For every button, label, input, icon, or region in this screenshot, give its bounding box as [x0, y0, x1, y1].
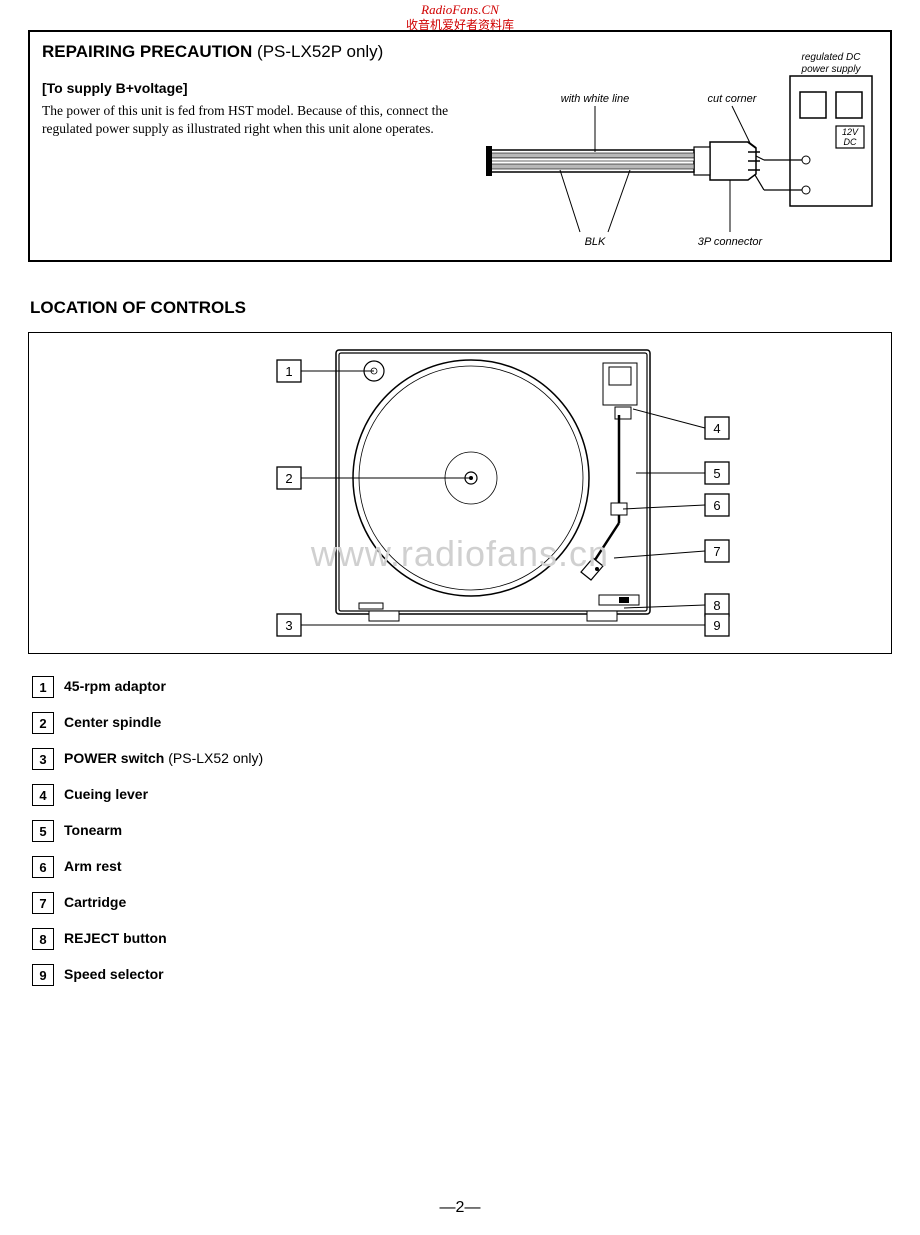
svg-text:3: 3 [285, 618, 292, 633]
control-item: 9 Speed selector [32, 964, 892, 986]
control-number: 8 [32, 928, 54, 950]
precaution-box: REPAIRING PRECAUTION (PS-LX52P only) [To… [28, 30, 892, 262]
control-item: 3 POWER switch (PS-LX52 only) [32, 748, 892, 770]
precaution-title-bold: REPAIRING PRECAUTION [42, 42, 252, 61]
control-number: 5 [32, 820, 54, 842]
control-item: 5 Tonearm [32, 820, 892, 842]
control-item: 7 Cartridge [32, 892, 892, 914]
control-item: 6 Arm rest [32, 856, 892, 878]
turntable-diagram: 1 2 3 4 5 6 7 8 9 [29, 333, 889, 653]
control-number: 4 [32, 784, 54, 806]
location-diagram-box: 123456789 www.radiofans.cn [28, 332, 892, 654]
page-number: —2— [440, 1199, 481, 1217]
svg-text:8: 8 [713, 598, 720, 613]
control-number: 9 [32, 964, 54, 986]
voltage-label-2: DC [844, 137, 857, 147]
svg-text:4: 4 [713, 421, 720, 436]
control-number: 7 [32, 892, 54, 914]
location-heading: LOCATION OF CONTROLS [30, 298, 892, 318]
blk-label: BLK [585, 236, 606, 248]
control-label: REJECT button [64, 930, 167, 948]
supply-title-1: regulated DC [802, 52, 862, 63]
control-label: Arm rest [64, 858, 122, 876]
control-label: Speed selector [64, 966, 164, 984]
connector-label: 3P connector [698, 236, 764, 248]
precaution-body: The power of this unit is fed from HST m… [42, 102, 472, 138]
watermark-line1: RadioFans.CN [406, 2, 514, 18]
control-number: 6 [32, 856, 54, 878]
page-content: REPAIRING PRECAUTION (PS-LX52P only) [To… [0, 0, 920, 1020]
cut-corner-label: cut corner [708, 93, 758, 105]
control-label: Cartridge [64, 894, 126, 912]
control-item: 8 REJECT button [32, 928, 892, 950]
control-label: Center spindle [64, 714, 161, 732]
svg-text:5: 5 [713, 466, 720, 481]
control-item: 4 Cueing lever [32, 784, 892, 806]
controls-list: 1 45-rpm adaptor 2 Center spindle 3 POWER swi… [32, 676, 892, 986]
control-label: Cueing lever [64, 786, 148, 804]
supply-title-2: power supply [801, 64, 862, 75]
precaution-title-note: (PS-LX52P only) [252, 42, 383, 61]
white-line-label: with white line [561, 93, 629, 105]
control-label: Tonearm [64, 822, 122, 840]
control-label: 45-rpm adaptor [64, 678, 166, 696]
svg-text:7: 7 [713, 544, 720, 559]
control-item: 1 45-rpm adaptor [32, 676, 892, 698]
svg-text:6: 6 [713, 498, 720, 513]
control-label: POWER switch (PS-LX52 only) [64, 750, 263, 768]
control-number: 2 [32, 712, 54, 734]
control-item: 2 Center spindle [32, 712, 892, 734]
precaution-diagram: 12V DC regulated DC power supply [480, 40, 880, 250]
svg-text:2: 2 [285, 471, 292, 486]
svg-text:9: 9 [713, 618, 720, 633]
control-number: 1 [32, 676, 54, 698]
watermark-header: RadioFans.CN 收音机爱好者资料库 [406, 2, 514, 32]
voltage-label-1: 12V [842, 127, 859, 137]
svg-text:1: 1 [285, 364, 292, 379]
control-number: 3 [32, 748, 54, 770]
